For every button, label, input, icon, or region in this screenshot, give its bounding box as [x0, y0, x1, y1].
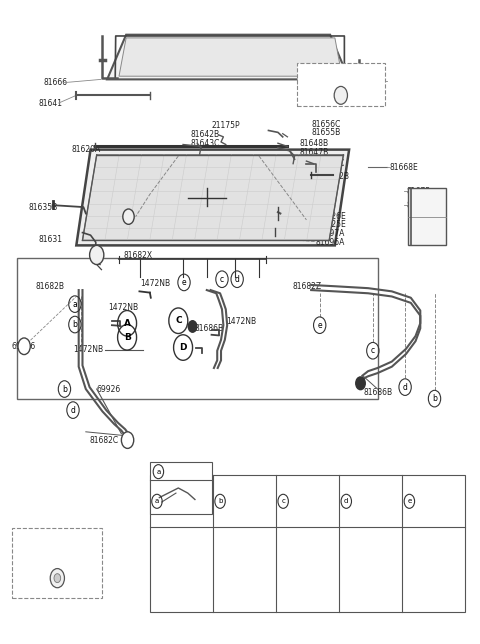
- Text: 81654C: 81654C: [316, 159, 345, 168]
- Text: a: a: [155, 498, 159, 504]
- Text: (W/O SUNROOF): (W/O SUNROOF): [312, 69, 369, 75]
- Text: 91136C: 91136C: [164, 498, 192, 504]
- Text: 81620A: 81620A: [72, 145, 101, 154]
- Text: 91136C: 91136C: [166, 469, 193, 475]
- Text: b: b: [218, 498, 222, 504]
- Bar: [12, 527, 102, 598]
- Text: b: b: [432, 394, 437, 403]
- Text: 69926: 69926: [12, 342, 36, 351]
- Circle shape: [54, 574, 60, 583]
- Text: 81648B: 81648B: [300, 139, 328, 148]
- Text: C: C: [175, 316, 181, 325]
- Text: d: d: [403, 383, 408, 392]
- Circle shape: [356, 377, 365, 390]
- Bar: [17, 258, 378, 399]
- Text: 81613: 81613: [297, 79, 321, 88]
- Text: d: d: [235, 275, 240, 284]
- Circle shape: [121, 432, 134, 448]
- Text: 81697A: 81697A: [316, 229, 345, 238]
- Text: 1472NB: 1472NB: [140, 279, 170, 289]
- Circle shape: [334, 86, 348, 104]
- Text: 81682B: 81682B: [35, 282, 64, 291]
- Text: 81755C: 81755C: [353, 498, 380, 504]
- Text: c: c: [220, 275, 224, 284]
- Circle shape: [18, 338, 30, 355]
- Text: 81625E: 81625E: [317, 220, 346, 229]
- Text: 81626E: 81626E: [317, 212, 346, 221]
- Polygon shape: [83, 155, 343, 240]
- Text: A: A: [123, 319, 131, 328]
- Text: 81682Z: 81682Z: [292, 282, 321, 291]
- Text: c: c: [371, 346, 375, 355]
- Text: 81642B: 81642B: [190, 131, 219, 140]
- Text: D: D: [180, 343, 187, 352]
- Bar: [150, 475, 466, 612]
- Text: 81631: 81631: [38, 234, 62, 243]
- Text: 81621B: 81621B: [325, 90, 354, 99]
- Text: B: B: [124, 333, 131, 342]
- Text: (W/O SUNROOF): (W/O SUNROOF): [29, 535, 85, 542]
- Text: 21175P: 21175P: [212, 121, 240, 130]
- Text: 81677: 81677: [406, 201, 430, 210]
- Bar: [408, 188, 446, 245]
- Text: b: b: [62, 384, 67, 393]
- Text: 81682C: 81682C: [89, 435, 118, 444]
- Text: d: d: [71, 406, 75, 415]
- Text: d: d: [344, 498, 348, 504]
- Text: 81666: 81666: [43, 78, 67, 87]
- Circle shape: [188, 321, 197, 332]
- Circle shape: [123, 209, 134, 224]
- Text: b: b: [72, 320, 77, 329]
- Circle shape: [50, 569, 64, 588]
- Text: 81686B: 81686B: [195, 324, 224, 333]
- Text: 69926: 69926: [96, 384, 121, 393]
- Text: 81656C: 81656C: [311, 120, 340, 129]
- Polygon shape: [107, 35, 349, 79]
- Text: 81655B: 81655B: [311, 128, 340, 137]
- Polygon shape: [119, 38, 342, 76]
- Text: 81675: 81675: [406, 187, 430, 196]
- Text: 13375: 13375: [105, 207, 130, 216]
- Text: 17992: 17992: [290, 498, 312, 504]
- Text: e: e: [182, 278, 186, 287]
- Text: 81643C: 81643C: [190, 138, 219, 147]
- Text: 81610: 81610: [344, 76, 368, 85]
- Text: 81696A: 81696A: [316, 238, 345, 247]
- Text: 89087: 89087: [227, 498, 250, 504]
- Text: 81641: 81641: [38, 99, 62, 108]
- Text: 81668E: 81668E: [390, 163, 419, 172]
- Text: 81635B: 81635B: [29, 203, 58, 212]
- Circle shape: [90, 245, 104, 265]
- Polygon shape: [76, 149, 349, 245]
- Bar: [297, 63, 384, 106]
- Text: c: c: [281, 498, 285, 504]
- Text: 1472NB: 1472NB: [108, 303, 138, 312]
- Text: 1731JB: 1731JB: [44, 547, 71, 556]
- Bar: [150, 462, 212, 513]
- Text: 81647B: 81647B: [300, 147, 328, 156]
- Text: a: a: [72, 299, 77, 308]
- Text: e: e: [407, 498, 411, 504]
- Text: a: a: [156, 469, 160, 475]
- Text: e: e: [317, 321, 322, 330]
- Text: 81622B: 81622B: [321, 172, 349, 181]
- Text: 1472NB: 1472NB: [73, 345, 103, 354]
- Text: 1472NB: 1472NB: [226, 317, 256, 327]
- Text: 81682X: 81682X: [124, 251, 153, 260]
- Text: 0K2A1: 0K2A1: [417, 498, 439, 504]
- Text: 1076AM: 1076AM: [325, 78, 357, 87]
- Text: 81686B: 81686B: [363, 388, 393, 397]
